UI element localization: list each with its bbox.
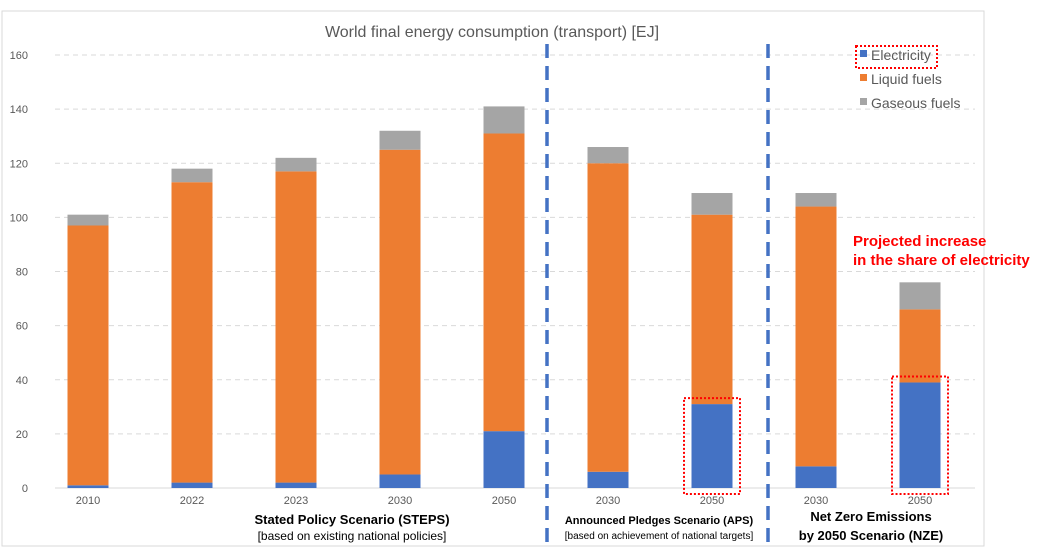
y-tick-label: 120 [10,158,28,170]
scenario-sublabel: by 2050 Scenario (NZE) [799,528,944,543]
legend-swatch [860,74,867,81]
bar-gaseous-fuels [171,168,213,183]
scenario-label: Net Zero Emissions [810,509,931,524]
bar-gaseous-fuels [275,157,317,172]
legend-swatch [860,98,867,105]
highlight-box [891,375,949,495]
bar-electricity [899,382,941,488]
bar-liquid-fuels [275,171,317,483]
scenario-label: Announced Pledges Scenario (APS) [565,515,754,527]
x-tick-label: 2030 [804,495,828,507]
bar-gaseous-fuels [587,147,629,164]
bar-gaseous-fuels [795,193,837,207]
y-tick-label: 160 [10,50,28,62]
highlight-box [683,397,741,496]
x-tick-label: 2022 [180,495,204,507]
bar-electricity [587,471,629,488]
bar-electricity [67,485,109,488]
scenario-sublabel: [based on achievement of national target… [565,531,754,542]
y-tick-label: 60 [16,321,28,333]
bar-liquid-fuels [899,309,941,383]
bar-gaseous-fuels [483,106,525,134]
bar-liquid-fuels [171,182,213,483]
y-tick-label: 100 [10,212,28,224]
bar-electricity [795,466,837,488]
bar-liquid-fuels [67,225,109,486]
bar-liquid-fuels [379,149,421,475]
annotation-note-line2: in the share of electricity [853,252,1030,269]
legend-label: Electricity [871,47,931,63]
legend: Electricity Liquid fuels Gaseous fuels [855,45,961,111]
bar-gaseous-fuels [899,282,941,310]
bar-electricity [171,482,213,488]
bar-liquid-fuels [795,206,837,467]
legend-label: Liquid fuels [871,71,942,87]
legend-swatch [860,50,867,57]
x-tick-label: 2023 [284,495,308,507]
bar-gaseous-fuels [67,214,109,226]
bar-electricity [691,404,733,488]
legend-highlight-box [855,45,938,69]
bar-liquid-fuels [587,163,629,472]
chart-title: World final energy consumption (transpor… [325,24,659,41]
annotation-note-line1: Projected increase [853,233,986,250]
bar-electricity [275,482,317,488]
x-tick-label: 2030 [596,495,620,507]
bar-liquid-fuels [691,214,733,405]
x-tick-label: 2050 [908,495,932,507]
bar-gaseous-fuels [691,193,733,215]
bar-electricity [483,431,525,488]
y-tick-label: 20 [16,429,28,441]
x-tick-label: 2050 [492,495,516,507]
y-tick-label: 40 [16,375,28,387]
y-tick-label: 0 [22,483,28,495]
y-tick-label: 80 [16,267,28,279]
legend-label: Gaseous fuels [871,95,961,111]
x-tick-label: 2030 [388,495,412,507]
bar-electricity [379,474,421,488]
x-tick-label: 2010 [76,495,100,507]
bar-gaseous-fuels [379,130,421,150]
bar-liquid-fuels [483,133,525,432]
x-tick-label: 2050 [700,495,724,507]
y-tick-label: 140 [10,104,28,116]
scenario-label: Stated Policy Scenario (STEPS) [254,512,449,527]
scenario-sublabel: [based on existing national policies] [258,529,447,543]
